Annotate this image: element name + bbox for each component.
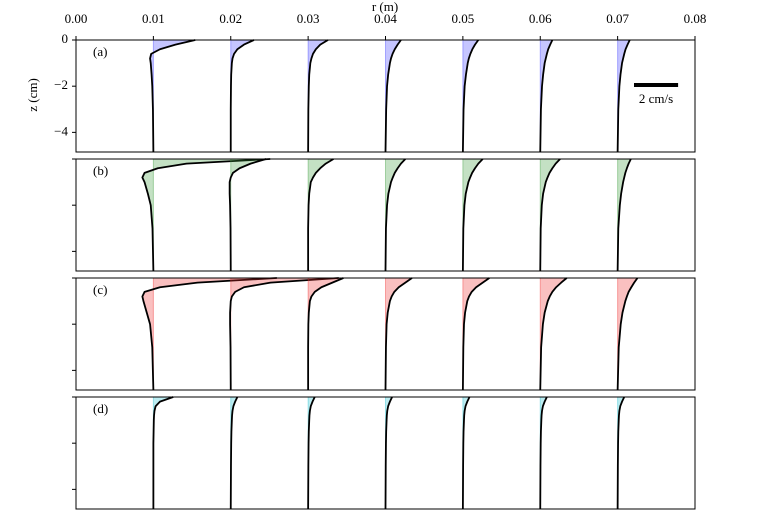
profile-fill (540, 159, 561, 271)
profile-line (229, 277, 339, 391)
profile-fill (617, 159, 631, 271)
x-axis-label: r (m) (372, 0, 398, 14)
profile-line (307, 277, 344, 390)
panel-label: (b) (93, 163, 108, 178)
profile-line (141, 158, 271, 272)
x-tick-label: 0.04 (374, 11, 397, 26)
panel-frame (75, 277, 696, 391)
x-tick-label: 0.02 (219, 11, 242, 26)
profile-fill (308, 40, 328, 152)
profile-fill (230, 278, 339, 390)
profile-fill (230, 40, 254, 152)
panel-frame (75, 396, 696, 510)
profile-fill (385, 40, 401, 152)
profile-line (384, 396, 393, 510)
y-tick-label: 0 (62, 31, 69, 46)
profile-fill (617, 278, 638, 390)
x-tick-label: 0.00 (65, 11, 88, 26)
profile-line (539, 39, 554, 153)
profile-line (461, 39, 480, 153)
profile-fill (385, 397, 393, 509)
profile-line (228, 158, 267, 272)
profile-line (616, 158, 632, 272)
profile-fill (142, 278, 277, 390)
profile-line (461, 277, 490, 391)
profile-line (149, 39, 196, 153)
panel-label: (c) (93, 282, 107, 297)
y-tick-label: −2 (54, 77, 68, 92)
x-tick-label: 0.03 (297, 11, 320, 26)
y-tick-label: −4 (54, 123, 68, 138)
panel-label: (a) (93, 44, 107, 59)
profile-line (539, 277, 568, 391)
panel-frame (75, 39, 696, 153)
panel-frame (75, 158, 696, 272)
x-tick-label: 0.06 (529, 11, 552, 26)
profile-line (461, 396, 471, 510)
x-tick-label: 0.01 (142, 11, 165, 26)
x-tick-label: 0.07 (606, 11, 629, 26)
profile-line (307, 158, 334, 271)
profile-line (229, 396, 239, 510)
profile-line (384, 39, 402, 153)
profile-line (616, 39, 631, 153)
profile-line (616, 277, 639, 391)
profile-fill (385, 278, 412, 390)
profile-line (229, 39, 255, 152)
scale-bar-label: 2 cm/s (639, 91, 673, 106)
profile-line (616, 396, 626, 510)
profile-fill (308, 397, 315, 509)
profile-line (384, 158, 407, 272)
profile-line (141, 277, 277, 391)
profile-fill (462, 40, 479, 152)
profile-line (307, 396, 316, 510)
profile-fill (308, 159, 334, 271)
profile-fill (462, 278, 490, 390)
profile-fill (153, 397, 174, 509)
profile-fill (462, 397, 470, 509)
profile-line (539, 158, 561, 272)
x-tick-label: 0.05 (452, 11, 475, 26)
profile-fill (150, 40, 196, 152)
profile-fill (462, 159, 483, 271)
profile-line (384, 277, 413, 391)
profile-fill (540, 397, 547, 509)
profile-fill (230, 397, 238, 509)
profile-fill (617, 397, 625, 509)
profile-fill (385, 159, 406, 271)
profile-fill (308, 278, 344, 390)
y-axis-label: z (cm) (25, 78, 40, 112)
profile-line (307, 39, 329, 153)
profile-fill (229, 159, 267, 271)
x-tick-label: 0.08 (684, 11, 707, 26)
profile-line (461, 158, 484, 272)
profile-fill (142, 159, 271, 271)
profile-line (152, 396, 174, 509)
panel-label: (d) (93, 401, 108, 416)
profile-line (539, 396, 548, 510)
profile-fill (540, 278, 567, 390)
